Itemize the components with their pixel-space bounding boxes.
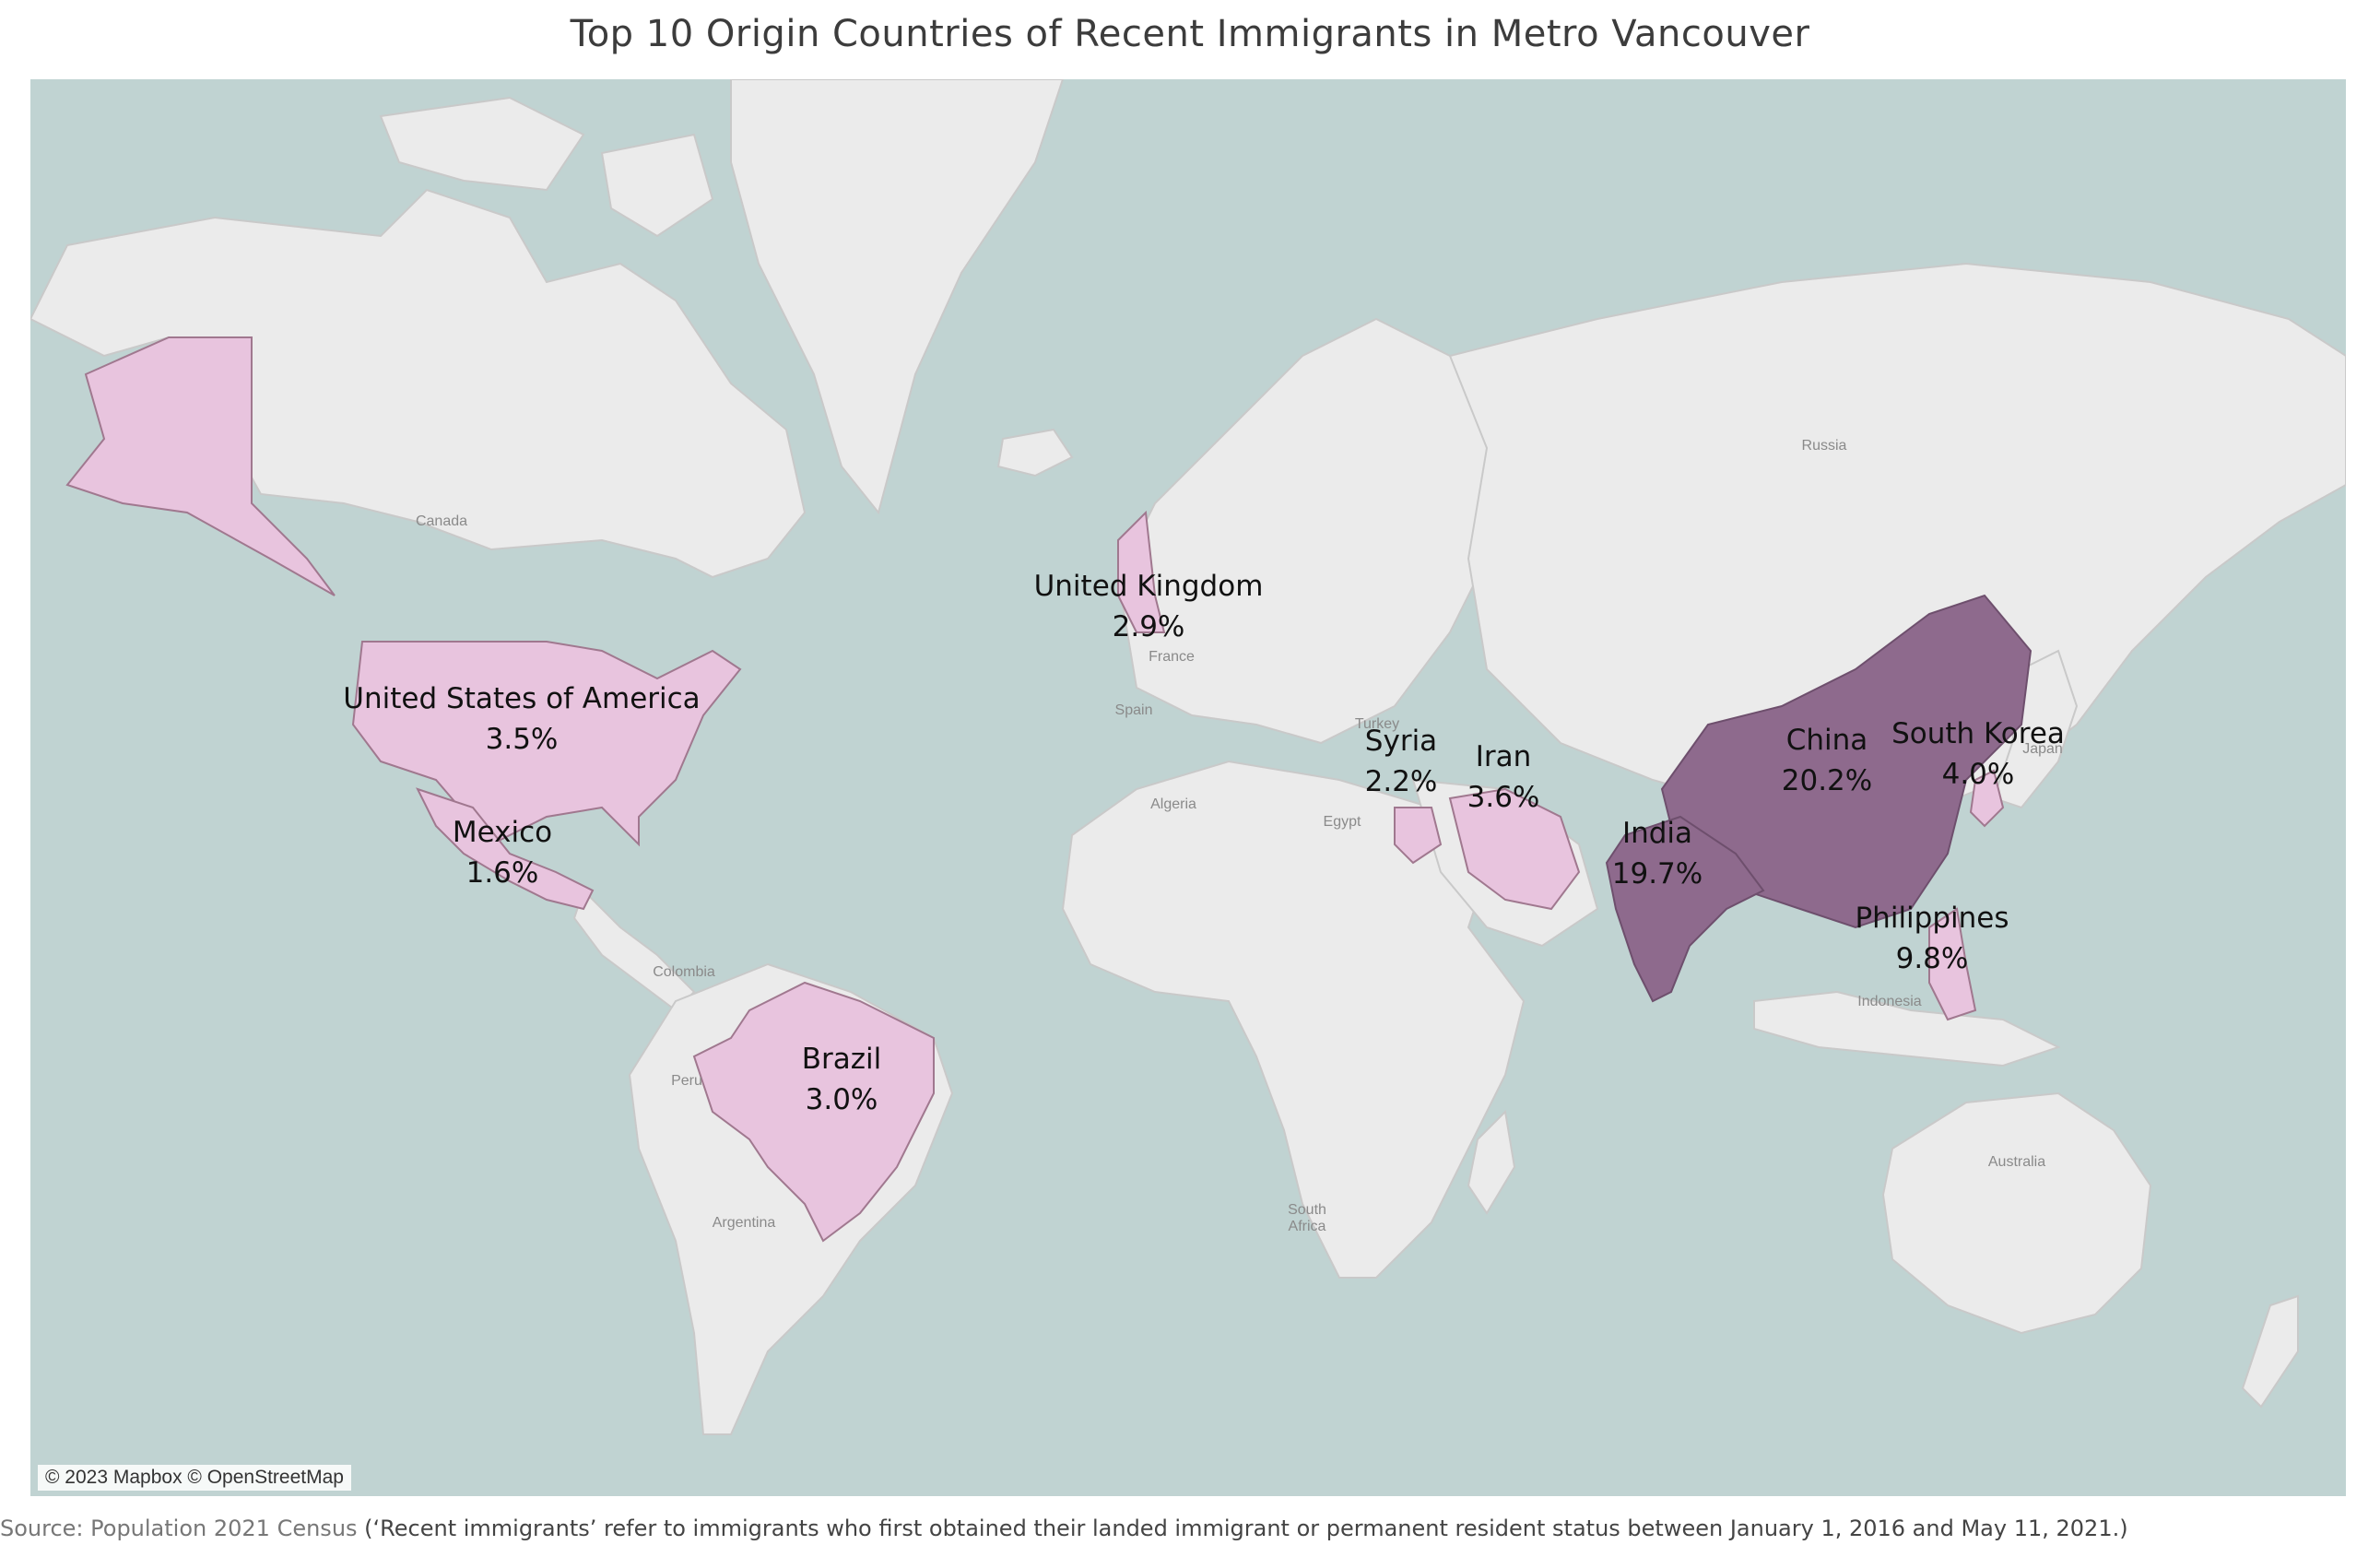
arctic-islands-shape [379, 96, 585, 192]
iran-shape [1448, 787, 1581, 911]
country-name: United States of America [343, 682, 701, 715]
basemap-label-turkey: Turkey [1354, 716, 1400, 732]
basemap-label-russia: Russia [1801, 438, 1847, 454]
country-value: 19.7% [1611, 857, 1703, 890]
map-title: Top 10 Origin Countries of Recent Immigr… [570, 13, 1810, 55]
country-value: 9.8% [1895, 942, 1969, 975]
basemap-label-algeria: Algeria [1150, 796, 1196, 812]
source-label: Source: Population 2021 Census [0, 1516, 358, 1541]
greenland-shape [730, 79, 1065, 515]
basemap-label-peru: Peru [671, 1073, 702, 1089]
country-label-brazil[interactable]: Brazil 3.0% [802, 1039, 882, 1120]
africa-shape [1061, 760, 1526, 1279]
country-name: Mexico [452, 816, 553, 849]
basemap-label-egypt: Egypt [1323, 814, 1361, 830]
country-value: 20.2% [1781, 764, 1873, 797]
usa-shape [351, 641, 742, 847]
brazil-shape [692, 981, 935, 1243]
country-name: Philippines [1855, 902, 2009, 935]
country-value: 1.6% [465, 856, 539, 890]
country-name: South Korea [1891, 717, 2065, 750]
country-name: Brazil [801, 1043, 882, 1076]
country-value: 3.6% [1467, 781, 1540, 814]
country-label-china[interactable]: China 20.2% [1782, 720, 1872, 801]
mexico-shape [416, 787, 595, 911]
basemap-label-france: France [1149, 649, 1195, 665]
country-name: India [1621, 817, 1693, 850]
country-value: 3.5% [485, 723, 559, 756]
basemap-label-indonesia: Indonesia [1857, 994, 1922, 1009]
basemap-label-japan: Japan [2022, 741, 2063, 757]
south-korea-shape [1969, 769, 2005, 828]
syria-shape [1394, 807, 1443, 865]
country-label-iran[interactable]: Iran 3.6% [1467, 737, 1540, 818]
country-label-uk[interactable]: United Kingdom 2.9% [1034, 566, 1264, 647]
source-note: Source: Population 2021 Census (‘Recent … [0, 1516, 2380, 1541]
australia-shape [1881, 1091, 2152, 1335]
country-name: Iran [1475, 740, 1532, 773]
central-america-shape [572, 889, 696, 1012]
country-label-usa[interactable]: United States of America 3.5% [343, 678, 700, 760]
country-label-mexico[interactable]: Mexico 1.6% [453, 812, 552, 893]
india-shape [1605, 815, 1765, 1003]
country-label-india[interactable]: India 19.7% [1612, 813, 1703, 894]
basemap-label-spain: Spain [1114, 702, 1153, 718]
country-value: 2.9% [1112, 610, 1185, 643]
uk-shape [1117, 510, 1166, 633]
philippines-shape [1928, 907, 1977, 1021]
basemap-label-south-africa: South Africa [1288, 1202, 1326, 1234]
country-value: 4.0% [1941, 758, 2015, 791]
basemap-label-colombia: Colombia [653, 964, 715, 980]
map-canvas [30, 79, 2346, 1435]
country-name: United Kingdom [1033, 570, 1264, 603]
basemap-label-australia: Australia [1987, 1154, 2046, 1170]
map-attribution[interactable]: © 2023 Mapbox © OpenStreetMap [38, 1465, 351, 1491]
country-name: Syria [1364, 725, 1438, 758]
country-value: 2.2% [1364, 765, 1438, 798]
world-map[interactable]: Canada Russia France Spain Turkey Algeri… [30, 79, 2346, 1496]
country-value: 3.0% [805, 1083, 878, 1116]
europe-shape [1116, 317, 1507, 745]
country-name: China [1785, 724, 1868, 757]
source-description: (‘Recent immigrants’ refer to immigrants… [357, 1516, 2128, 1541]
asia-shape [1448, 262, 2346, 818]
country-label-syria[interactable]: Syria 2.2% [1365, 721, 1438, 802]
japan-shape [1992, 649, 2079, 809]
basemap-label-argentina: Argentina [712, 1215, 776, 1231]
country-label-south-korea[interactable]: South Korea 4.0% [1891, 714, 2065, 795]
basemap-label-canada: Canada [415, 513, 468, 529]
canada-shape [30, 188, 807, 579]
alaska-shape [65, 336, 336, 596]
country-label-philippines[interactable]: Philippines 9.8% [1855, 898, 2009, 979]
indonesia-shape [1753, 990, 2061, 1067]
